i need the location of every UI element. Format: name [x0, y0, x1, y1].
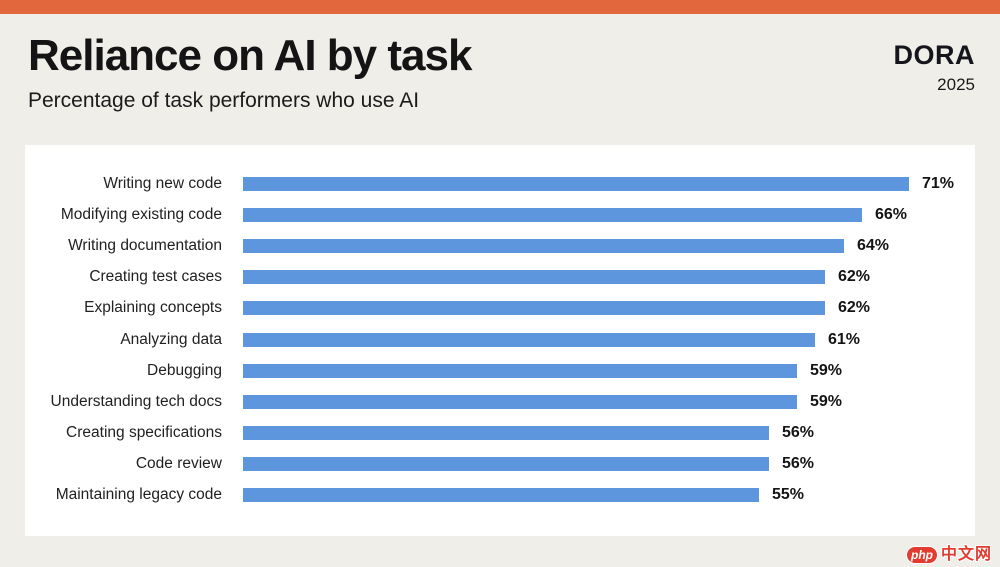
value-label: 62%	[838, 268, 871, 286]
bar-track: 62%	[243, 268, 975, 286]
chart-row: Creating specifications 56%	[25, 418, 975, 449]
value-label: 55%	[772, 486, 805, 504]
category-label: Code review	[135, 455, 222, 473]
value-label: 56%	[782, 455, 815, 473]
chart-row: Understanding tech docs 59%	[25, 386, 975, 417]
chart-row: Maintaining legacy code 55%	[25, 480, 975, 511]
chart-row: Creating test cases 62%	[25, 262, 975, 293]
category-label: Creating test cases	[89, 268, 222, 286]
bar	[243, 426, 769, 441]
chart-panel: Writing new code 71% Modifying existing co…	[25, 145, 975, 536]
bar	[243, 488, 759, 503]
bar	[243, 238, 844, 253]
bar-chart: Writing new code 71% Modifying existing co…	[25, 168, 975, 511]
bar	[243, 207, 862, 222]
category-label: Debugging	[147, 361, 222, 379]
dora-logo: DORA	[893, 40, 975, 70]
page-header: Reliance on AI by task Percentage of tas…	[28, 30, 972, 113]
bar-track: 55%	[243, 486, 975, 504]
category-label: Writing new code	[103, 174, 222, 192]
bar	[243, 457, 769, 472]
category-label: Understanding tech docs	[50, 392, 222, 410]
value-label: 61%	[828, 330, 861, 348]
chart-row: Writing documentation 64%	[25, 230, 975, 261]
bar-track: 71%	[243, 174, 975, 192]
chart-row: Code review 56%	[25, 449, 975, 480]
bar	[243, 394, 797, 409]
bar-track: 56%	[243, 455, 975, 473]
bar	[243, 363, 797, 378]
category-label: Maintaining legacy code	[55, 486, 222, 504]
value-label: 66%	[875, 205, 908, 223]
watermark: php 中文网	[905, 545, 992, 564]
page-subtitle: Percentage of task performers who use AI	[28, 88, 420, 112]
bar-track: 62%	[243, 299, 975, 317]
chart-row: Analyzing data 61%	[25, 324, 975, 355]
value-label: 59%	[810, 392, 843, 410]
value-label: 71%	[922, 174, 955, 192]
bar-track: 59%	[243, 392, 975, 410]
category-label: Modifying existing code	[60, 205, 222, 223]
bar	[243, 332, 815, 347]
bar-track: 66%	[243, 205, 975, 223]
page-title: Reliance on AI by task	[28, 31, 472, 80]
bar-track: 56%	[243, 424, 975, 442]
bar	[243, 270, 825, 285]
value-label: 62%	[838, 299, 871, 317]
bar-track: 61%	[243, 330, 975, 348]
bar	[243, 301, 825, 316]
category-label: Creating specifications	[66, 424, 222, 442]
chart-row: Explaining concepts 62%	[25, 293, 975, 324]
category-label: Writing documentation	[68, 236, 222, 254]
chart-row: Modifying existing code 66%	[25, 199, 975, 230]
brand-year: 2025	[937, 75, 975, 94]
bar	[243, 176, 909, 191]
watermark-text: 中文网	[940, 545, 992, 563]
bar-track: 59%	[243, 361, 975, 379]
value-label: 56%	[782, 424, 815, 442]
category-label: Analyzing data	[120, 330, 222, 348]
chart-row: Debugging 59%	[25, 355, 975, 386]
value-label: 64%	[857, 236, 890, 254]
top-accent-bar	[0, 0, 1000, 14]
bar-track: 64%	[243, 236, 975, 254]
brand-block: DORA 2025	[893, 40, 976, 94]
value-label: 59%	[810, 361, 843, 379]
chart-row: Writing new code 71%	[25, 168, 975, 199]
php-badge-icon: php	[905, 545, 938, 564]
category-label: Explaining concepts	[84, 299, 222, 317]
